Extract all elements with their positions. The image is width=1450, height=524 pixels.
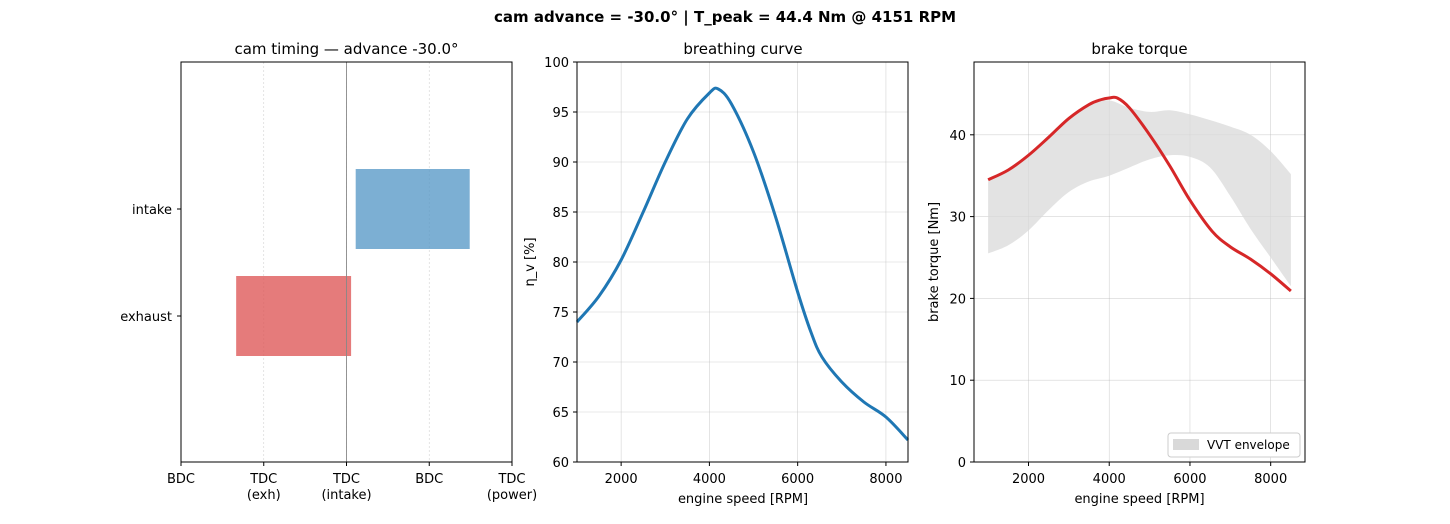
breathing-curve-xtick-label: 8000: [869, 472, 902, 487]
intake-bar: [355, 169, 470, 249]
breathing-curve-ytick-label: 100: [544, 56, 569, 71]
brake-torque-ylabel: brake torque [Nm]: [927, 202, 942, 322]
brake-torque-ytick-label: 0: [958, 456, 966, 471]
vvt-envelope-area: [988, 100, 1291, 287]
cam-timing-xtick-sublabel: (exh): [247, 488, 281, 503]
legend-swatch-vvt-envelope: [1173, 439, 1199, 450]
brake-torque-xlabel: engine speed [RPM]: [1074, 492, 1204, 507]
breathing-curve-ytick-label: 90: [552, 156, 569, 171]
breathing-curve-title: breathing curve: [683, 40, 802, 58]
cam-timing-category-intake: intake: [132, 203, 172, 218]
cam-timing-xtick-sublabel: (intake): [321, 488, 371, 503]
brake-torque-axes-frame: [973, 61, 1306, 463]
brake-torque-ytick-label: 10: [949, 374, 966, 389]
brake-torque-panel: brake torque 2000 4000 6000 8000 010203040 …: [927, 40, 1306, 507]
brake-torque-ytick-label: 20: [949, 292, 966, 307]
breathing-curve-xlabel: engine speed [RPM]: [678, 492, 808, 507]
breathing-curve-ytick-label: 85: [552, 206, 569, 221]
brake-torque-xtick-label: 2000: [1012, 472, 1045, 487]
cam-timing-xtick-label: TDC: [249, 472, 277, 487]
breathing-curve-ytick-label: 75: [552, 306, 569, 321]
cam-timing-category-exhaust: exhaust: [120, 310, 172, 325]
breathing-curve-xtick-label: 2000: [605, 472, 638, 487]
brake-torque-ytick-label: 40: [949, 129, 966, 144]
cam-timing-panel: cam timing — advance -30.0° BDC TDC(exh)T…: [120, 40, 537, 503]
brake-torque-xtick-label: 8000: [1254, 472, 1287, 487]
breathing-curve-ytick-label: 95: [552, 106, 569, 121]
exhaust-bar: [236, 276, 352, 356]
breathing-curve-ylabel: η_v [%]: [523, 237, 538, 286]
brake-torque-ytick-label: 30: [949, 211, 966, 226]
cam-timing-xtick-label: TDC: [497, 472, 525, 487]
cam-timing-title: cam timing — advance -30.0°: [234, 40, 458, 58]
brake-torque-legend: VVT envelope: [1167, 432, 1301, 458]
brake-torque-xtick-label: 6000: [1173, 472, 1206, 487]
figure-suptitle: cam advance = -30.0° | T_peak = 44.4 Nm …: [494, 8, 956, 27]
breathing-curve-ytick-label: 80: [552, 256, 569, 271]
breathing-curve-ytick-label: 70: [552, 356, 569, 371]
breathing-curve-line: [575, 86, 910, 442]
breathing-curve-ytick-label: 60: [552, 456, 569, 471]
brake-torque-line: [987, 95, 1292, 293]
breathing-curve-xtick-label: 4000: [693, 472, 726, 487]
brake-torque-xtick-label: 4000: [1093, 472, 1126, 487]
cam-timing-xtick-sublabel: (power): [487, 488, 537, 503]
cam-timing-xtick-label: BDC: [415, 472, 443, 487]
legend-label-vvt-envelope: VVT envelope: [1207, 438, 1290, 452]
cam-timing-xtick-label: TDC: [332, 472, 360, 487]
breathing-curve-panel: breathing curve 2000 4000 6000 8000 60 65 70 7…: [523, 40, 910, 507]
legend-box: [1167, 432, 1301, 458]
breathing-curve-ytick-label: 65: [552, 406, 569, 421]
brake-torque-title: brake torque: [1091, 40, 1187, 58]
cam-timing-xtick-label: BDC: [167, 472, 195, 487]
breathing-curve-xtick-label: 6000: [781, 472, 814, 487]
